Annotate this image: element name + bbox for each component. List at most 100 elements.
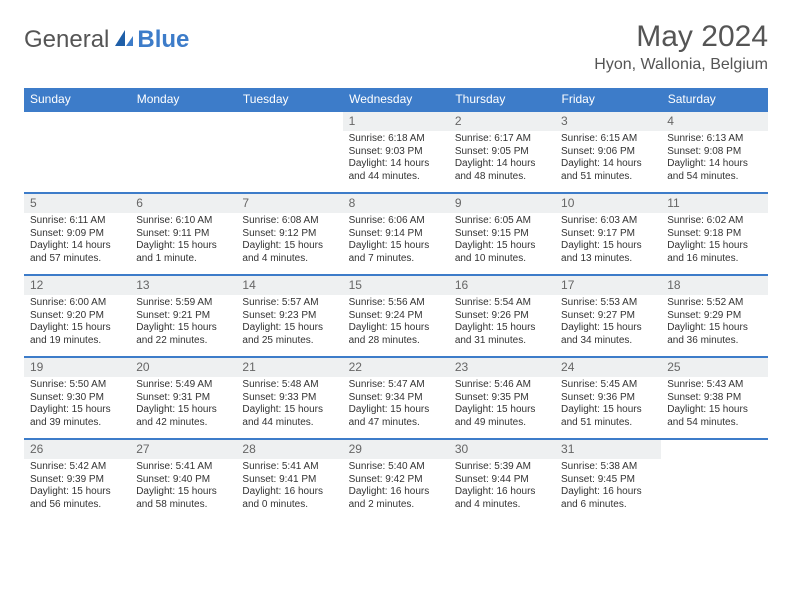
sunrise-line: Sunrise: 6:15 AM [561,133,655,146]
day-number: 10 [555,194,661,213]
daylight-line: Daylight: 15 hours and 47 minutes. [349,404,443,429]
day-details: Sunrise: 5:50 AMSunset: 9:30 PMDaylight:… [24,377,130,433]
calendar-cell: 24Sunrise: 5:45 AMSunset: 9:36 PMDayligh… [555,357,661,439]
daylight-line: Daylight: 15 hours and 44 minutes. [242,404,336,429]
daylight-line: Daylight: 16 hours and 4 minutes. [455,486,549,511]
calendar-week-row: 5Sunrise: 6:11 AMSunset: 9:09 PMDaylight… [24,193,768,275]
sunrise-line: Sunrise: 5:42 AM [30,461,124,474]
daylight-line: Daylight: 15 hours and 22 minutes. [136,322,230,347]
calendar-cell: 26 Sunrise: 5:42 AMSunset: 9:39 PMDayligh… [24,439,130,521]
calendar-header-row: SundayMondayTuesdayWednesdayThursdayFrid… [24,88,768,111]
calendar-cell: 3Sunrise: 6:15 AMSunset: 9:06 PMDaylight… [555,111,661,193]
sunset-line: Sunset: 9:29 PM [667,310,761,323]
sail-icon [113,28,135,53]
sunset-line: Sunset: 9:40 PM [136,474,230,487]
daylight-line: Daylight: 15 hours and 51 minutes. [561,404,655,429]
day-number: 4 [661,112,767,131]
weekday-header: Saturday [661,88,767,111]
calendar-cell: 9Sunrise: 6:05 AMSunset: 9:15 PMDaylight… [449,193,555,275]
sunset-line: Sunset: 9:06 PM [561,146,655,159]
day-details: Sunrise: 5:57 AMSunset: 9:23 PMDaylight:… [236,295,342,351]
day-number: 20 [130,358,236,377]
daylight-line: Daylight: 15 hours and 56 minutes. [30,486,124,511]
calendar-week-row: 12Sunrise: 6:00 AMSunset: 9:20 PMDayligh… [24,275,768,357]
sunrise-line: Sunrise: 5:38 AM [561,461,655,474]
day-number: 18 [661,276,767,295]
daylight-line: Daylight: 14 hours and 54 minutes. [667,158,761,183]
day-details: Sunrise: 5:48 AMSunset: 9:33 PMDaylight:… [236,377,342,433]
calendar-cell: 7Sunrise: 6:08 AMSunset: 9:12 PMDaylight… [236,193,342,275]
calendar-cell: 1Sunrise: 6:18 AMSunset: 9:03 PMDaylight… [343,111,449,193]
sunrise-line: Sunrise: 5:48 AM [242,379,336,392]
sunset-line: Sunset: 9:30 PM [30,392,124,405]
sunset-line: Sunset: 9:26 PM [455,310,549,323]
sunrise-line: Sunrise: 5:53 AM [561,297,655,310]
sunrise-line: Sunrise: 5:57 AM [242,297,336,310]
calendar-cell: 21Sunrise: 5:48 AMSunset: 9:33 PMDayligh… [236,357,342,439]
sunset-line: Sunset: 9:15 PM [455,228,549,241]
sunset-line: Sunset: 9:11 PM [136,228,230,241]
day-number: 15 [343,276,449,295]
calendar-cell: 30Sunrise: 5:39 AMSunset: 9:44 PMDayligh… [449,439,555,521]
day-details: Sunrise: 6:15 AMSunset: 9:06 PMDaylight:… [555,131,661,187]
sunset-line: Sunset: 9:03 PM [349,146,443,159]
weekday-header: Friday [555,88,661,111]
sunset-line: Sunset: 9:27 PM [561,310,655,323]
day-number: 27 [130,440,236,459]
sunrise-line: Sunrise: 5:54 AM [455,297,549,310]
day-details: Sunrise: 6:05 AMSunset: 9:15 PMDaylight:… [449,213,555,269]
sunrise-line: Sunrise: 5:59 AM [136,297,230,310]
day-details: Sunrise: 6:03 AMSunset: 9:17 PMDaylight:… [555,213,661,269]
calendar-cell [24,111,130,193]
calendar-cell: 27Sunrise: 5:41 AMSunset: 9:40 PMDayligh… [130,439,236,521]
day-details: Sunrise: 5:52 AMSunset: 9:29 PMDaylight:… [661,295,767,351]
day-details: Sunrise: 6:10 AMSunset: 9:11 PMDaylight:… [130,213,236,269]
calendar-week-row: 1Sunrise: 6:18 AMSunset: 9:03 PMDaylight… [24,111,768,193]
calendar-cell: 17Sunrise: 5:53 AMSunset: 9:27 PMDayligh… [555,275,661,357]
sunset-line: Sunset: 9:45 PM [561,474,655,487]
calendar-cell: 31Sunrise: 5:38 AMSunset: 9:45 PMDayligh… [555,439,661,521]
sunrise-line: Sunrise: 6:17 AM [455,133,549,146]
day-details: Sunrise: 6:17 AMSunset: 9:05 PMDaylight:… [449,131,555,187]
sunrise-line: Sunrise: 6:11 AM [30,215,124,228]
day-number: 26 [24,440,130,459]
weekday-header: Monday [130,88,236,111]
sunset-line: Sunset: 9:39 PM [30,474,124,487]
weekday-header: Sunday [24,88,130,111]
day-details: Sunrise: 5:38 AMSunset: 9:45 PMDaylight:… [555,459,661,515]
day-number: 12 [24,276,130,295]
sunset-line: Sunset: 9:35 PM [455,392,549,405]
sunset-line: Sunset: 9:12 PM [242,228,336,241]
day-details: Sunrise: 5:43 AMSunset: 9:38 PMDaylight:… [661,377,767,433]
day-number: 6 [130,194,236,213]
sunrise-line: Sunrise: 5:56 AM [349,297,443,310]
daylight-line: Daylight: 15 hours and 36 minutes. [667,322,761,347]
sunrise-line: Sunrise: 5:43 AM [667,379,761,392]
day-details: Sunrise: 5:54 AMSunset: 9:26 PMDaylight:… [449,295,555,351]
calendar-cell: 29Sunrise: 5:40 AMSunset: 9:42 PMDayligh… [343,439,449,521]
sunset-line: Sunset: 9:14 PM [349,228,443,241]
calendar-cell: 20Sunrise: 5:49 AMSunset: 9:31 PMDayligh… [130,357,236,439]
day-details: Sunrise: 6:06 AMSunset: 9:14 PMDaylight:… [343,213,449,269]
day-details: Sunrise: 6:13 AMSunset: 9:08 PMDaylight:… [661,131,767,187]
calendar-cell: 25Sunrise: 5:43 AMSunset: 9:38 PMDayligh… [661,357,767,439]
sunset-line: Sunset: 9:20 PM [30,310,124,323]
sunrise-line: Sunrise: 5:41 AM [242,461,336,474]
day-details: Sunrise: 5:41 AMSunset: 9:40 PMDaylight:… [130,459,236,515]
sunrise-line: Sunrise: 5:46 AM [455,379,549,392]
sunset-line: Sunset: 9:41 PM [242,474,336,487]
day-details: Sunrise: 6:11 AMSunset: 9:09 PMDaylight:… [24,213,130,269]
daylight-line: Daylight: 15 hours and 49 minutes. [455,404,549,429]
daylight-line: Daylight: 15 hours and 10 minutes. [455,240,549,265]
sunset-line: Sunset: 9:44 PM [455,474,549,487]
sunset-line: Sunset: 9:38 PM [667,392,761,405]
daylight-line: Daylight: 15 hours and 25 minutes. [242,322,336,347]
day-details: Sunrise: 6:02 AMSunset: 9:18 PMDaylight:… [661,213,767,269]
daylight-line: Daylight: 16 hours and 2 minutes. [349,486,443,511]
daylight-line: Daylight: 14 hours and 44 minutes. [349,158,443,183]
sunset-line: Sunset: 9:33 PM [242,392,336,405]
daylight-line: Daylight: 15 hours and 28 minutes. [349,322,443,347]
calendar-cell: 5Sunrise: 6:11 AMSunset: 9:09 PMDaylight… [24,193,130,275]
calendar-cell: 22Sunrise: 5:47 AMSunset: 9:34 PMDayligh… [343,357,449,439]
weekday-header: Wednesday [343,88,449,111]
